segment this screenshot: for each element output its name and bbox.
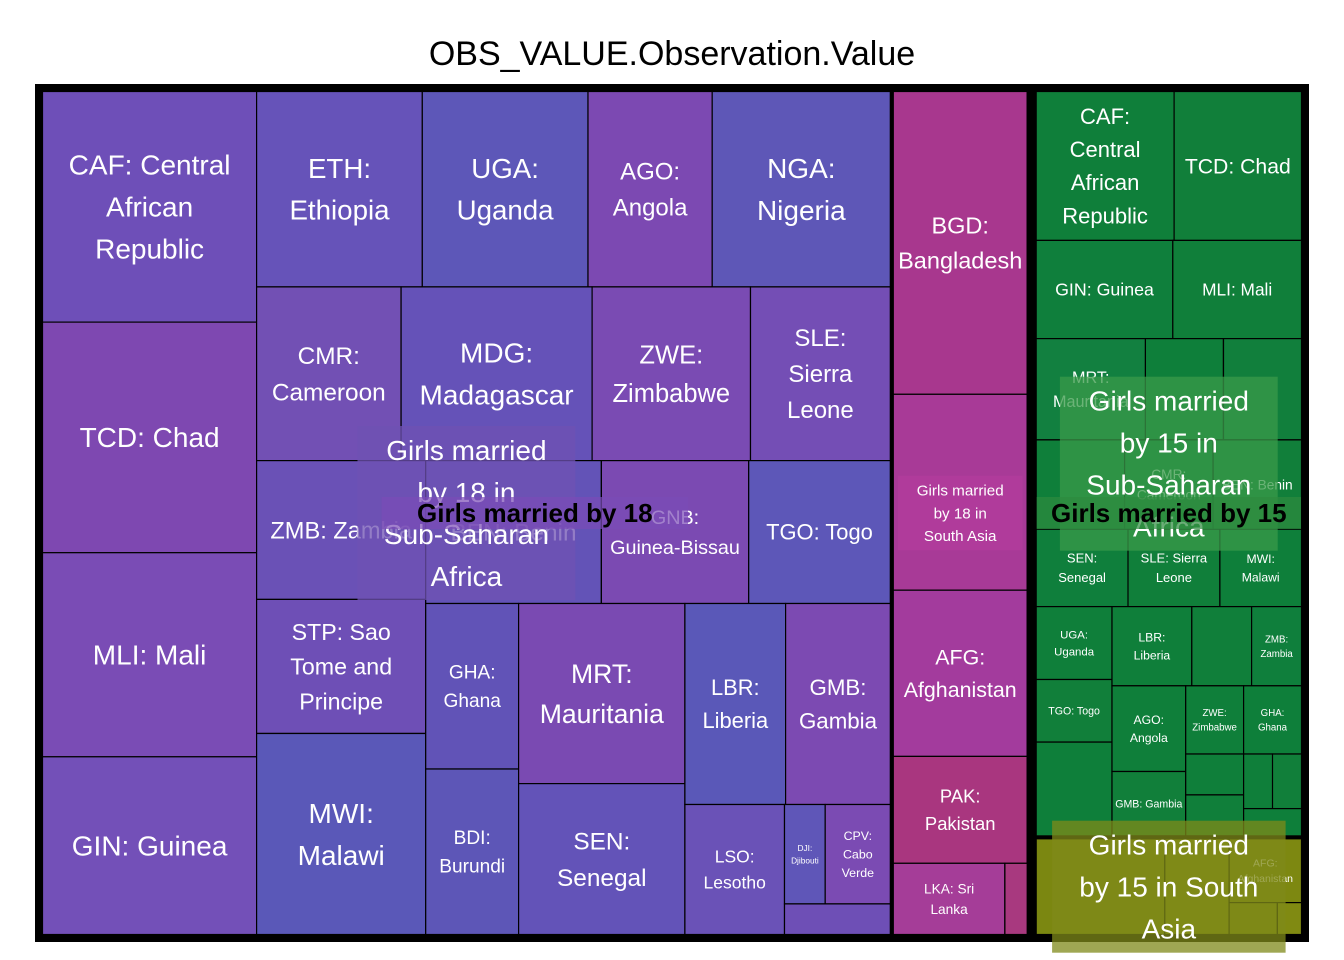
tile-girls-marrie-tgo-togo-label: TGO: Togo <box>766 520 873 545</box>
tile-girls-marrie-mwi-malawi-label: MWI: Malawi <box>298 798 385 871</box>
tile-girls-marrie-lbr-liberia <box>1111 605 1193 687</box>
chart-title: OBS_VALUE.Observation.Value <box>429 35 915 73</box>
tile-girls-marrie-cpv-cabo-verde-label: CPV: Cabo Verde <box>842 829 874 880</box>
tile-girls-marrie-zwe-zimbabwe <box>591 286 752 462</box>
tile-girls-marrie-unlabeled-0-17 <box>1191 605 1253 687</box>
tile-girls-marrie-gmb-gambia-label: GMB: Gambia <box>799 675 878 734</box>
tile-girls-marrie-bgd-bangladesh-label: BGD: Bangladesh <box>898 213 1022 274</box>
tile-girls-marrie-gha-ghana <box>1242 685 1303 755</box>
tile-girls-marrie-caf-central-african-republic-label: CAF: Central African Republic <box>69 150 231 265</box>
tile-girls-marrie-unlabeled-0-27 <box>783 903 891 936</box>
tile-girls-marrie-afg-afghanistan <box>892 589 1028 758</box>
tile-girls-marrie-tcd-chad <box>41 321 258 554</box>
tile-girls-marrie-uga-uganda-label: UGA: Uganda <box>457 153 555 226</box>
tile-girls-marrie-zmb-zambia <box>1250 605 1303 687</box>
tile-girls-marrie-unlabeled-0-15 <box>1035 741 1113 837</box>
tile-girls-marrie-unlabeled-1-5 <box>1004 862 1028 936</box>
subgroup-label-girls-married-by-18-in-south-asia: Girls married by 18 in South Asia <box>917 483 1004 546</box>
tile-girls-marrie-sle-sierra-leone-label: SLE: Sierra Leone <box>1141 551 1208 586</box>
tile-girls-marrie-ago-angola <box>587 90 713 288</box>
tile-girls-marrie-mrt-mauritania <box>517 602 686 785</box>
tile-girls-marrie-dji-djibouti <box>783 803 826 905</box>
tile-girls-marrie-eth-ethiopia <box>256 90 423 288</box>
tile-girls-marrie-sen-senegal-label: SEN: Senegal <box>557 828 647 892</box>
subgroup-label-box-girls-married-by-15-in-south-asia <box>1052 820 1286 953</box>
tile-girls-marrie-sle-sierra-leone-label: SLE: Sierra Leone <box>787 325 854 424</box>
tile-girls-marrie-zwe-zimbabwe-label: ZWE: Zimbabwe <box>612 342 730 408</box>
group-label-girls-married-by-18: Girls married by 18 <box>417 498 653 528</box>
tile-girls-marrie-lso-lesotho <box>684 803 786 936</box>
tile-girls-marrie-ago-angola-label: AGO: Angola <box>613 159 688 222</box>
tile-girls-marrie-mrt-mauritania-label: MRT:Mauritania <box>540 659 664 729</box>
tile-girls-marrie-tcd-chad-label: TCD: Chad <box>80 422 220 453</box>
tile-girls-marrie-mli-mali <box>1172 239 1303 340</box>
tile-girls-marrie-afg-afghanistan-label: AFG:Afghanistan <box>904 646 1017 702</box>
tile-girls-marrie-lbr-liberia-label: LBR: Liberia <box>1134 630 1171 662</box>
group-label-box-girls-married-by-18 <box>381 497 688 529</box>
tile-girls-marrie-pak-pakistan-label: PAK: Pakistan <box>925 786 996 835</box>
tile-girls-marrie-zwe-zimbabwe-label: ZWE: Zimbabwe <box>1192 708 1237 734</box>
tile-girls-marrie-tgo-togo-label: TGO: Togo <box>1048 706 1100 718</box>
tile-girls-marrie-bgd-bangladesh <box>892 90 1028 395</box>
tile-girls-marrie-zmb-zambia-label: ZMB: Zambia <box>1260 634 1293 660</box>
tile-girls-marrie-mli-mali-label: MLI: Mali <box>1202 280 1272 300</box>
tile-girls-marrie-gin-guinea-label: GIN: Guinea <box>1055 280 1154 300</box>
subgroup-label-box-girls-married-by-18-in-south-asia <box>897 475 1023 551</box>
tile-girls-marrie-gin-guinea-label: GIN: Guinea <box>72 831 228 862</box>
tile-girls-marrie-sle-sierra-leone <box>749 286 891 462</box>
tile-girls-marrie-sen-senegal-label: SEN: Senegal <box>1058 551 1106 586</box>
tile-girls-marrie-gin-guinea <box>41 756 258 936</box>
tile-girls-marrie-eth-ethiopia-label: ETH: Ethiopia <box>289 153 390 226</box>
tile-girls-marrie-gnb-guinea-bissau <box>600 460 750 605</box>
tile-girls-marrie-zwe-zimbabwe <box>1185 685 1245 755</box>
tile-girls-marrie-gin-guinea <box>1035 239 1174 340</box>
tile-girls-marrie-mwi-malawi-label: MWI: Malawi <box>1242 552 1280 584</box>
tile-girls-marrie-ago-angola-label: AGO: Angola <box>1130 713 1168 745</box>
tile-girls-marrie-nga-nigeria-label: NGA: Nigeria <box>757 153 846 226</box>
tile-girls-marrie-caf-central-african-republic <box>41 90 258 323</box>
group-label-girls-married-by-15: Girls married by 15 <box>1051 498 1287 528</box>
tile-girls-marrie-gmb-gambia <box>784 602 891 806</box>
tile-girls-marrie-caf-central-african-republic-label: CAF: Central African Republic <box>1062 104 1148 228</box>
tile-girls-marrie-lbr-liberia-label: LBR: Liberia <box>702 675 769 733</box>
tile-girls-marrie-unlabeled-0-23 <box>1185 753 1245 796</box>
tile-girls-marrie-pak-pakistan <box>892 755 1028 864</box>
tile-girls-marrie-mdg-madagascar-label: MDG: Madagascar <box>420 338 574 411</box>
tile-girls-marrie-lbr-liberia <box>684 602 787 806</box>
tile-girls-marrie-tgo-togo <box>748 460 891 605</box>
tile-girls-marrie-tcd-chad <box>1173 90 1303 241</box>
tile-girls-marrie-ago-angola <box>1111 685 1187 773</box>
tile-girls-marrie-gha-ghana <box>425 602 520 770</box>
tile-girls-marrie-mli-mali <box>41 552 258 758</box>
tile-girls-marrie-bdi-burundi-label: BDI: Burundi <box>439 828 505 878</box>
group-labels-layer: Girls married by 18 Girls married by 15 <box>381 497 1301 529</box>
tile-girls-marrie-sen-senegal <box>517 782 686 936</box>
tile-girls-marrie-dji-djibouti-label: DJI: Djibouti <box>791 843 819 865</box>
tile-girls-marrie-cmr-cameroon-label: CMR:Cameroon <box>272 343 386 407</box>
tile-girls-marrie-gmb-gambia-label: GMB: Gambia <box>1115 798 1182 810</box>
tile-girls-marrie-tcd-chad-label: TCD: Chad <box>1185 155 1291 178</box>
tile-girls-marrie-uga-uganda <box>421 90 589 288</box>
tile-girls-marrie-gha-ghana-label: GHA: Ghana <box>1258 708 1288 734</box>
tile-girls-marrie-lso-lesotho-label: LSO: Lesotho <box>704 847 766 893</box>
tile-girls-marrie-gha-ghana-label: GHA: Ghana <box>444 663 502 713</box>
group-label-box-girls-married-by-15 <box>1036 497 1301 529</box>
tile-girls-marrie-lka-sri-lanka <box>892 862 1006 936</box>
tile-girls-marrie-unlabeled-0-25 <box>1242 753 1274 810</box>
tile-girls-marrie-nga-nigeria <box>711 90 891 288</box>
tile-girls-marrie-mli-mali-label: MLI: Mali <box>93 640 207 671</box>
tile-girls-marrie-uga-uganda-label: UGA: Uganda <box>1054 630 1095 659</box>
tile-girls-marrie-uga-uganda <box>1035 605 1113 681</box>
tile-girls-marrie-unlabeled-0-26 <box>1271 753 1303 810</box>
tile-girls-marrie-stp-sao-tome-and-principe-label: STP: Sao Tome and Principe <box>290 619 392 715</box>
tile-girls-marrie-mwi-malawi <box>256 732 427 936</box>
tile-girls-marrie-bdi-burundi <box>425 768 520 936</box>
tile-girls-marrie-tgo-togo <box>1035 678 1113 743</box>
subgroup-label-girls-married-by-15-in-south-asia: Girls married by 15 in South Asia <box>1079 830 1258 945</box>
tile-girls-marrie-lka-sri-lanka-label: LKA: Sri Lanka <box>924 881 974 917</box>
